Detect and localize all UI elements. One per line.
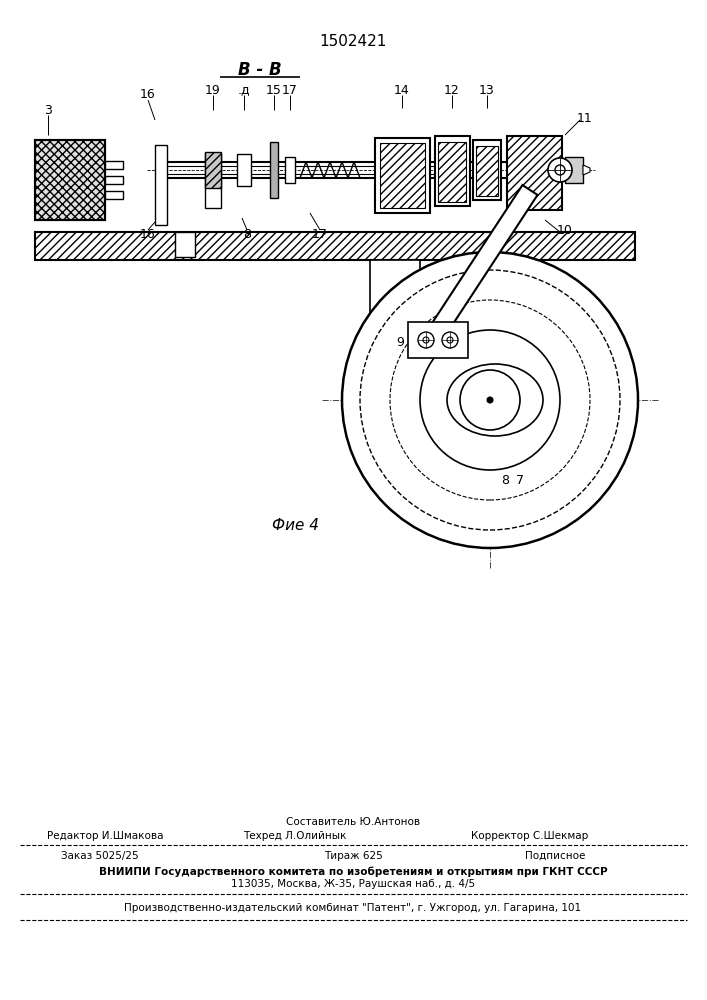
Bar: [105, 191, 123, 199]
Text: Корректор С.Шекмар: Корректор С.Шекмар: [472, 831, 589, 841]
Text: 8: 8: [243, 228, 251, 240]
Polygon shape: [583, 165, 590, 175]
Circle shape: [418, 332, 434, 348]
Bar: [476, 146, 498, 196]
Text: 11: 11: [577, 111, 593, 124]
Bar: [438, 142, 466, 202]
Circle shape: [342, 252, 638, 548]
Text: Фие 4: Фие 4: [271, 518, 318, 532]
Text: 12: 12: [444, 84, 460, 97]
Text: 9: 9: [396, 336, 404, 349]
Text: Техред Л.Олийнык: Техред Л.Олийнык: [243, 831, 346, 841]
Bar: [375, 138, 430, 213]
Bar: [473, 140, 501, 200]
Text: 1502421: 1502421: [320, 34, 387, 49]
Bar: [380, 143, 425, 208]
Text: 10: 10: [557, 224, 573, 236]
Text: 17: 17: [282, 84, 298, 97]
Text: Тираж 625: Тираж 625: [324, 851, 382, 861]
Text: .д: .д: [238, 84, 250, 97]
Text: Подписное: Подписное: [525, 851, 585, 861]
Bar: [35, 232, 635, 260]
Text: 19: 19: [205, 84, 221, 97]
Bar: [35, 140, 105, 220]
Text: 13: 13: [479, 84, 495, 97]
Circle shape: [442, 332, 458, 348]
Text: ВНИИПИ Государственного комитета по изобретениям и открытиям при ГКНТ СССР: ВНИИПИ Государственного комитета по изоб…: [99, 867, 607, 877]
Text: Заказ 5025/25: Заказ 5025/25: [62, 851, 139, 861]
Bar: [507, 136, 562, 210]
Bar: [237, 154, 251, 186]
Text: 14: 14: [394, 84, 410, 97]
Circle shape: [555, 165, 565, 175]
Text: 8: 8: [501, 474, 509, 487]
Bar: [105, 161, 123, 169]
Text: В - В: В - В: [238, 61, 282, 79]
Text: Составитель Ю.Антонов: Составитель Ю.Антонов: [286, 817, 420, 827]
Polygon shape: [428, 185, 537, 340]
Text: 16: 16: [140, 228, 156, 240]
Bar: [270, 142, 278, 198]
Bar: [155, 145, 167, 225]
Bar: [205, 153, 221, 208]
Text: 15: 15: [266, 84, 282, 97]
Circle shape: [487, 397, 493, 403]
Bar: [408, 322, 468, 358]
Circle shape: [447, 337, 453, 343]
Bar: [175, 232, 195, 257]
Bar: [105, 176, 123, 184]
Circle shape: [460, 370, 520, 430]
Text: 3: 3: [44, 104, 52, 116]
Text: Редактор И.Шмакова: Редактор И.Шмакова: [47, 831, 163, 841]
Bar: [205, 152, 221, 188]
Text: Производственно-издательский комбинат "Патент", г. Ужгород, ул. Гагарина, 101: Производственно-издательский комбинат "П…: [124, 903, 582, 913]
Bar: [370, 260, 420, 390]
Circle shape: [548, 158, 572, 182]
Text: 7: 7: [516, 474, 524, 487]
Text: 17: 17: [312, 228, 328, 240]
Bar: [35, 140, 105, 220]
Bar: [435, 136, 470, 206]
Text: 16: 16: [140, 89, 156, 102]
Circle shape: [420, 330, 560, 470]
Circle shape: [423, 337, 429, 343]
Bar: [285, 157, 295, 183]
Text: 113035, Москва, Ж-35, Раушская наб., д. 4/5: 113035, Москва, Ж-35, Раушская наб., д. …: [231, 879, 475, 889]
Ellipse shape: [447, 364, 543, 436]
Bar: [565, 157, 583, 183]
